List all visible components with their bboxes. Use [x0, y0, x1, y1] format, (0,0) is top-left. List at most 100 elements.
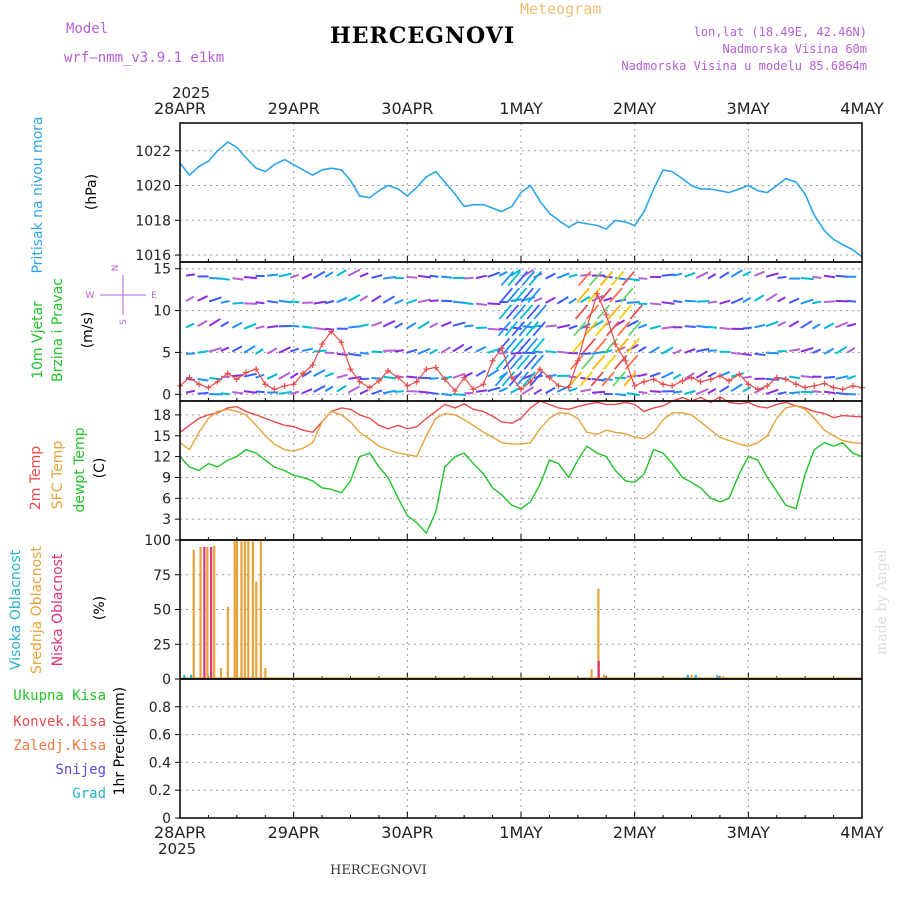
wind-barb	[545, 386, 556, 395]
y-tick-label: 0	[162, 387, 171, 403]
cloud-bar	[203, 546, 206, 679]
wind-burst-streak	[526, 304, 540, 320]
wind-barb	[290, 300, 300, 304]
wind-speed-point	[366, 384, 373, 391]
cloud-bar	[235, 540, 239, 679]
wind-barb	[742, 352, 752, 357]
wind-burst-streak	[510, 337, 525, 354]
cloud-bar	[206, 546, 209, 679]
wind-barb	[383, 275, 397, 280]
wind-speed-point	[726, 377, 733, 384]
y-tick-label: 25	[153, 637, 171, 653]
wind-barb	[696, 347, 710, 353]
wind-speed-point	[736, 371, 743, 378]
wind-speed-point	[650, 376, 657, 383]
wind-speed-point	[262, 381, 269, 388]
wind-burst-streak	[524, 337, 538, 354]
wind-barb	[533, 388, 543, 395]
cloud-bar	[694, 674, 697, 679]
panel-temperature: 0 3 6 9 12 15 18	[153, 396, 863, 549]
wind-barb	[719, 385, 730, 393]
y-tick-label: 0.2	[149, 783, 171, 799]
wind-speed-point	[603, 311, 610, 318]
wind-burst-streak	[599, 270, 614, 287]
wind-barb	[684, 348, 696, 354]
wind-barb	[847, 299, 857, 303]
wind-burst-streak	[618, 304, 633, 320]
wind-burst-streak	[501, 371, 516, 387]
wind-barb	[533, 350, 544, 354]
wind-speed-point	[271, 386, 278, 393]
wind-barb	[359, 272, 369, 278]
wind-barb	[255, 390, 265, 394]
station-title: HERCEGNOVI	[330, 23, 515, 49]
wind-barb	[568, 273, 578, 278]
wind-barb	[684, 299, 696, 303]
cloud-bar	[190, 674, 193, 679]
y-tick-label: 0	[162, 672, 171, 688]
wind-barb	[278, 299, 292, 304]
wind-barb	[382, 295, 395, 304]
wind-barb	[487, 327, 501, 331]
wind-barb	[626, 301, 640, 304]
wind-barb	[789, 375, 801, 380]
model-label: Model	[66, 21, 108, 37]
wind-burst-streak	[595, 321, 609, 337]
wind-barb	[371, 274, 383, 279]
wind-barb	[742, 296, 752, 303]
wind-barb	[649, 371, 661, 378]
wind-barb	[405, 322, 417, 330]
wind-barb	[417, 298, 431, 304]
wind-barb	[672, 373, 682, 380]
wind-barb	[777, 391, 787, 396]
wind-barb	[394, 349, 404, 353]
wind-barb	[301, 388, 313, 395]
wind-axis-subtitle: Brzina i Pravac	[50, 278, 66, 382]
wind-barb	[313, 384, 326, 393]
wind-barb	[487, 386, 501, 393]
wind-barb	[846, 346, 856, 354]
wind-burst-streak	[576, 287, 590, 303]
wind-speed-point	[612, 341, 619, 348]
wind-barb	[406, 375, 418, 379]
cloud-bar	[590, 669, 593, 679]
temp-series-line-0	[179, 396, 863, 434]
wind-barb	[417, 347, 431, 355]
wind-barb	[359, 323, 370, 328]
wind-barb	[568, 297, 577, 305]
x-label-top: 2MAY	[613, 99, 657, 118]
wind-barb	[754, 270, 765, 277]
wind-burst-streak	[628, 321, 642, 337]
wind-burst-streak	[504, 321, 519, 337]
y-tick-label: 6	[162, 491, 171, 507]
cloud-bar	[255, 581, 258, 679]
wind-speed-point	[508, 374, 515, 381]
x-label-bottom: 1MAY	[499, 823, 543, 842]
precip-legend-item: Zaledj.Kisa	[13, 738, 106, 754]
wind-barb	[348, 376, 362, 380]
wind-barb	[231, 321, 243, 329]
wind-speed-point	[697, 378, 704, 385]
cloud-bar	[219, 667, 223, 679]
cloud-bar	[597, 660, 600, 679]
wind-barb	[835, 321, 849, 329]
wind-barb	[394, 390, 404, 393]
wind-barb	[197, 295, 208, 302]
x-label-bottom: 29APR	[268, 823, 320, 842]
wind-barb	[800, 320, 813, 329]
wind-speed-point	[300, 370, 307, 377]
wind-burst-streak	[498, 304, 513, 320]
temp2m-axis-title: 2m Temp	[28, 446, 44, 510]
wind-barb	[209, 276, 223, 280]
wind-barb	[684, 389, 696, 395]
wind-barb	[835, 274, 849, 278]
wind-barb	[638, 373, 648, 378]
wind-barb	[823, 375, 836, 379]
wind-barb	[615, 298, 627, 303]
precip-unit: (mm)	[112, 687, 128, 725]
wind-burst-streak	[500, 270, 515, 287]
wind-burst-streak	[582, 337, 597, 354]
wind-speed-point	[536, 366, 543, 373]
precip-legend-item: Ukupna Kisa	[13, 688, 106, 704]
wind-barb	[765, 272, 779, 278]
